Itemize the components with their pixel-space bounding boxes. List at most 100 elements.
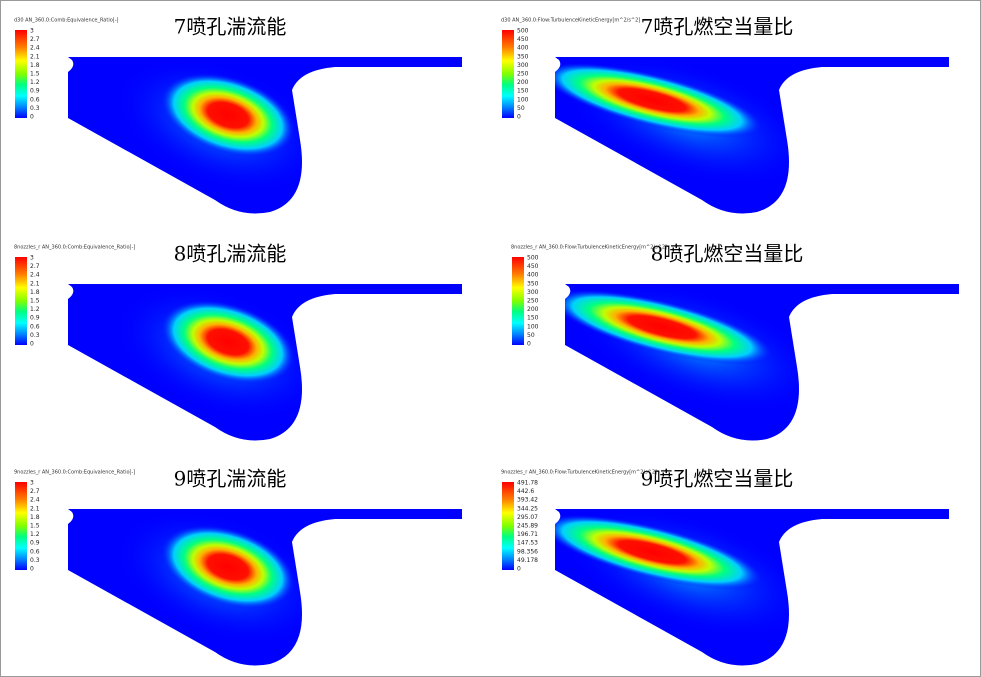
colorbar-label: 442.6 <box>517 488 534 495</box>
colorbar-label: 1.5 <box>30 71 40 78</box>
legend-title: 9nozzles_r AN_360.0:Flow:TurbulenceKinet… <box>501 470 657 476</box>
hot-zone <box>555 62 764 138</box>
colorbar-label: 0 <box>30 341 34 348</box>
colorbar-label: 0.3 <box>30 557 40 564</box>
legend-title: 8nozzles_r AN_360.0:Comb:Equivalence_Rat… <box>14 245 135 251</box>
colorbar <box>502 30 514 118</box>
colorbar-label: 200 <box>527 306 539 313</box>
colorbar-label: 0.3 <box>30 105 40 112</box>
colorbar-label: 0.3 <box>30 332 40 339</box>
contour <box>68 284 462 441</box>
colorbar-label: 1.2 <box>30 531 40 538</box>
colorbar-label: 3 <box>30 480 34 487</box>
colorbar-label: 196.71 <box>517 531 538 538</box>
colorbar-label: 2.1 <box>30 280 40 287</box>
colorbar-label: 98.356 <box>517 548 538 555</box>
colorbar-label: 2.4 <box>30 45 40 52</box>
hot-zone <box>160 299 296 385</box>
contour <box>565 284 959 441</box>
colorbar-label: 1.8 <box>30 289 40 296</box>
panel: 9喷孔湍流能 9nozzles_r AN_360.0:Comb:Equivalen… <box>14 467 462 666</box>
colorbar-label: 2.7 <box>30 488 40 495</box>
colorbar-label: 100 <box>517 96 529 103</box>
panel-title: 7喷孔湍流能 <box>174 15 287 39</box>
legend-title: 9nozzles_r AN_360.0:Comb:Equivalence_Rat… <box>14 470 135 476</box>
colorbar <box>512 257 524 345</box>
colorbar-label: 344.25 <box>517 505 538 512</box>
contour <box>555 509 949 666</box>
colorbar-label: 0.9 <box>30 88 40 95</box>
colorbar-label: 100 <box>527 323 539 330</box>
colorbar <box>15 257 27 345</box>
colorbar-label: 393.42 <box>517 497 538 504</box>
contour <box>68 509 462 666</box>
colorbar-label: 400 <box>517 45 529 52</box>
legend-title: 8nozzles_r AN_360.0:Flow:TurbulenceKinet… <box>511 245 667 251</box>
colorbar-label: 250 <box>527 298 539 305</box>
colorbar-label: 0.9 <box>30 315 40 322</box>
colorbar-label: 1.5 <box>30 298 40 305</box>
hot-zone <box>160 524 296 610</box>
colorbar-label: 147.53 <box>517 540 538 547</box>
colorbar-label: 1.8 <box>30 62 40 69</box>
colorbar-label: 500 <box>527 255 539 262</box>
colorbar-label: 3 <box>30 28 34 35</box>
colorbar-label: 450 <box>517 36 529 43</box>
contour <box>68 57 462 214</box>
colorbar-label: 350 <box>527 280 539 287</box>
colorbar-label: 300 <box>527 289 539 296</box>
hot-zone <box>160 72 296 158</box>
colorbar-label: 0 <box>517 114 521 121</box>
colorbar-label: 500 <box>517 28 529 35</box>
colorbar-label: 1.2 <box>30 306 40 313</box>
colorbar-label: 2.1 <box>30 505 40 512</box>
colorbar-label: 245.89 <box>517 523 538 530</box>
colorbar <box>15 30 27 118</box>
colorbar-label: 50 <box>517 105 525 112</box>
colorbar-label: 0 <box>30 114 34 121</box>
colorbar-label: 150 <box>517 88 529 95</box>
colorbar-label: 0 <box>527 341 531 348</box>
panel: 8喷孔湍流能 8nozzles_r AN_360.0:Comb:Equivalen… <box>14 242 462 441</box>
colorbar-label: 450 <box>527 263 539 270</box>
colorbar-label: 1.8 <box>30 514 40 521</box>
colorbar-label: 491.78 <box>517 480 538 487</box>
colorbar-label: 50 <box>527 332 535 339</box>
colorbar <box>15 482 27 570</box>
colorbar-label: 3 <box>30 255 34 262</box>
legend-title: d30 AN_360.0:Comb:Equivalence_Ratio[-] <box>14 18 119 24</box>
panel-title: 9喷孔燃空当量比 <box>641 467 794 491</box>
colorbar-label: 2.4 <box>30 272 40 279</box>
panel-title: 9喷孔湍流能 <box>174 467 287 491</box>
panel-title: 8喷孔湍流能 <box>174 242 287 266</box>
colorbar-label: 250 <box>517 71 529 78</box>
colorbar-label: 350 <box>517 53 529 60</box>
colorbar-label: 1.5 <box>30 523 40 530</box>
hot-zone <box>565 289 774 365</box>
colorbar <box>502 482 514 570</box>
colorbar-label: 2.7 <box>30 36 40 43</box>
hot-zone <box>555 514 764 590</box>
colorbar-label: 2.4 <box>30 497 40 504</box>
colorbar-label: 2.1 <box>30 53 40 60</box>
colorbar-label: 0.6 <box>30 96 40 103</box>
colorbar-label: 0.9 <box>30 540 40 547</box>
colorbar-label: 300 <box>517 62 529 69</box>
panel-title: 8喷孔燃空当量比 <box>651 242 804 266</box>
colorbar-label: 0.6 <box>30 323 40 330</box>
colorbar-label: 400 <box>527 272 539 279</box>
panel-title: 7喷孔燃空当量比 <box>641 15 794 39</box>
colorbar-label: 2.7 <box>30 263 40 270</box>
colorbar-label: 49.178 <box>517 557 538 564</box>
colorbar-label: 0 <box>30 566 34 573</box>
legend-title: d30 AN_360.0:Flow:TurbulenceKineticEnerg… <box>501 18 640 24</box>
colorbar-label: 1.2 <box>30 79 40 86</box>
colorbar-label: 295.07 <box>517 514 538 521</box>
colorbar-label: 150 <box>527 315 539 322</box>
contour <box>555 57 949 214</box>
